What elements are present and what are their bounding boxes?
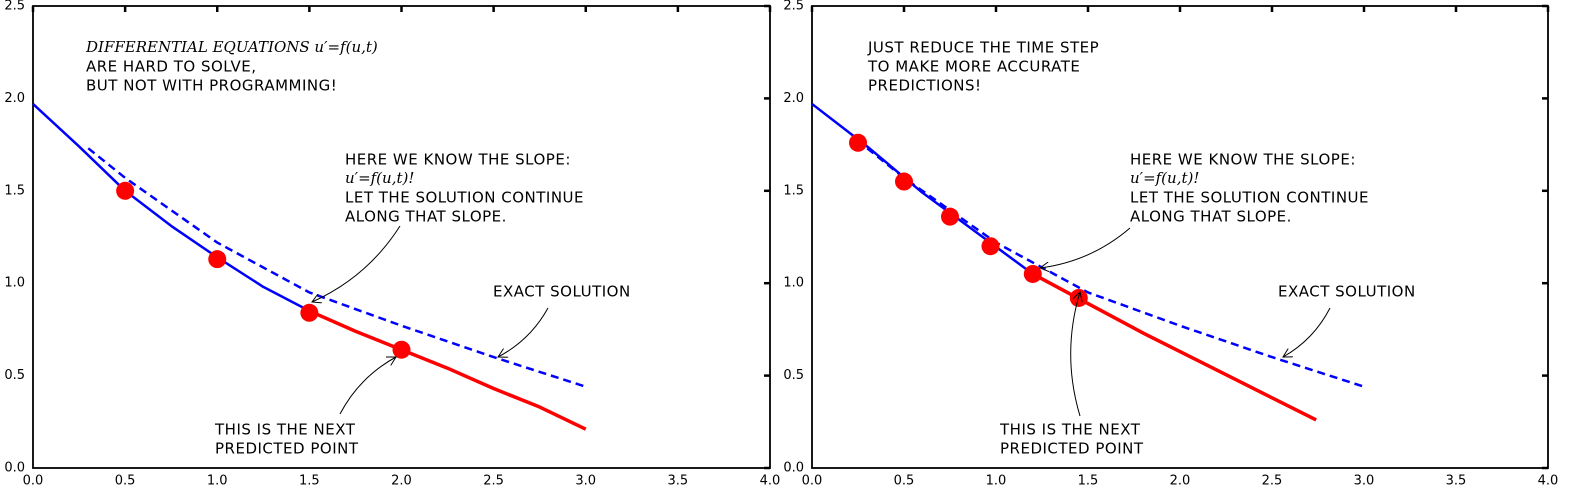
x-tick-label: 3.5 [668, 474, 689, 489]
annotation-text: LET THE SOLUTION CONTINUE [1130, 189, 1369, 207]
annotation-text: u′=f(u,t)! [1130, 169, 1199, 187]
annotation-text: THIS IS THE NEXT [214, 421, 356, 439]
y-tick-label: 2.5 [4, 0, 25, 14]
x-tick-label: 2.0 [391, 474, 412, 489]
x-tick-label: 0.5 [115, 474, 136, 489]
data-point [300, 303, 319, 322]
data-point [1023, 264, 1042, 283]
y-tick-label: 0.0 [783, 461, 804, 476]
annotation-text: THIS IS THE NEXT [999, 421, 1141, 439]
annotation-text: HERE WE KNOW THE SLOPE: [345, 151, 571, 169]
annotation-arrow [339, 357, 396, 415]
data-point [392, 340, 411, 359]
chart: 0.0 0.5 1.0 1.5 2.0 2.5 3.0 3.5 4.0 0.0 0.5 1.0 1.5 2… [783, 0, 1558, 489]
annotation-arrow [312, 225, 401, 302]
annotation-text: u′=f(u,t)! [345, 169, 414, 187]
data-point [895, 172, 913, 191]
series-line [811, 102, 1034, 275]
annotation-text: TO MAKE MORE ACCURATE [867, 58, 1080, 76]
x-tick-label: 3.0 [1354, 474, 1375, 489]
data-point [208, 250, 227, 269]
annotation-arrow [1283, 307, 1331, 357]
x-tick-label: 0.0 [23, 474, 44, 489]
data-point [981, 237, 1000, 256]
x-tick-label: 3.5 [1446, 474, 1467, 489]
x-tick-label: 2.0 [1170, 474, 1191, 489]
x-tick-label: 1.5 [299, 474, 320, 489]
series-line [32, 103, 310, 313]
annotation-arrow [1070, 292, 1080, 417]
y-tick-label: 0.5 [783, 368, 804, 383]
y-tick-label: 0.5 [4, 368, 25, 383]
annotation-text: PREDICTIONS! [868, 77, 982, 95]
annotation-text: ALONG THAT SLOPE. [345, 208, 507, 226]
y-tick-label: 2.5 [783, 0, 804, 14]
data-point [849, 133, 867, 152]
annotation-text: BUT NOT WITH PROGRAMMING! [86, 77, 337, 95]
chart: 0.0 0.5 1.0 1.5 2.0 2.5 3.0 3.5 4.0 0.0 0.5 1.0 1.5 2… [4, 0, 780, 489]
x-tick-label: 4.0 [1538, 474, 1559, 489]
x-tick-label: 0.5 [894, 474, 915, 489]
y-tick-label: 2.0 [4, 91, 25, 106]
x-tick-label: 1.0 [986, 474, 1007, 489]
y-tick-label: 0.0 [4, 461, 25, 476]
annotation-text: PREDICTED POINT [1000, 440, 1144, 458]
annotation-arrow [1040, 227, 1131, 268]
annotation-text: LET THE SOLUTION CONTINUE [345, 189, 584, 207]
x-tick-label: 2.5 [1262, 474, 1283, 489]
x-tick-label: 3.0 [575, 474, 596, 489]
y-tick-label: 1.0 [783, 276, 804, 291]
x-tick-label: 1.0 [207, 474, 228, 489]
annotation-text: EXACT SOLUTION [493, 283, 631, 301]
x-tick-label: 2.5 [483, 474, 504, 489]
data-point [116, 181, 135, 200]
annotation-text: HERE WE KNOW THE SLOPE: [1130, 151, 1356, 169]
annotation-text: PREDICTED POINT [215, 440, 359, 458]
x-tick-label: 4.0 [760, 474, 781, 489]
annotation-text: ARE HARD TO SOLVE, [86, 58, 257, 76]
x-tick-label: 0.0 [802, 474, 823, 489]
y-tick-label: 2.0 [783, 91, 804, 106]
annotation-text: EXACT SOLUTION [1278, 283, 1416, 301]
x-tick-label: 1.5 [1078, 474, 1099, 489]
y-tick-label: 1.0 [4, 276, 25, 291]
annotation-text: ALONG THAT SLOPE. [1130, 208, 1292, 226]
annotation-text: DIFFERENTIAL EQUATIONS u′=f(u,t) [85, 38, 378, 56]
annotation-text: JUST REDUCE THE TIME STEP [867, 39, 1099, 57]
series-line [87, 147, 587, 388]
y-tick-label: 1.5 [4, 183, 25, 198]
y-tick-label: 1.5 [783, 183, 804, 198]
annotation-arrow [498, 307, 549, 357]
data-point [941, 207, 959, 226]
series-line [866, 147, 1365, 388]
series-line [308, 309, 587, 431]
